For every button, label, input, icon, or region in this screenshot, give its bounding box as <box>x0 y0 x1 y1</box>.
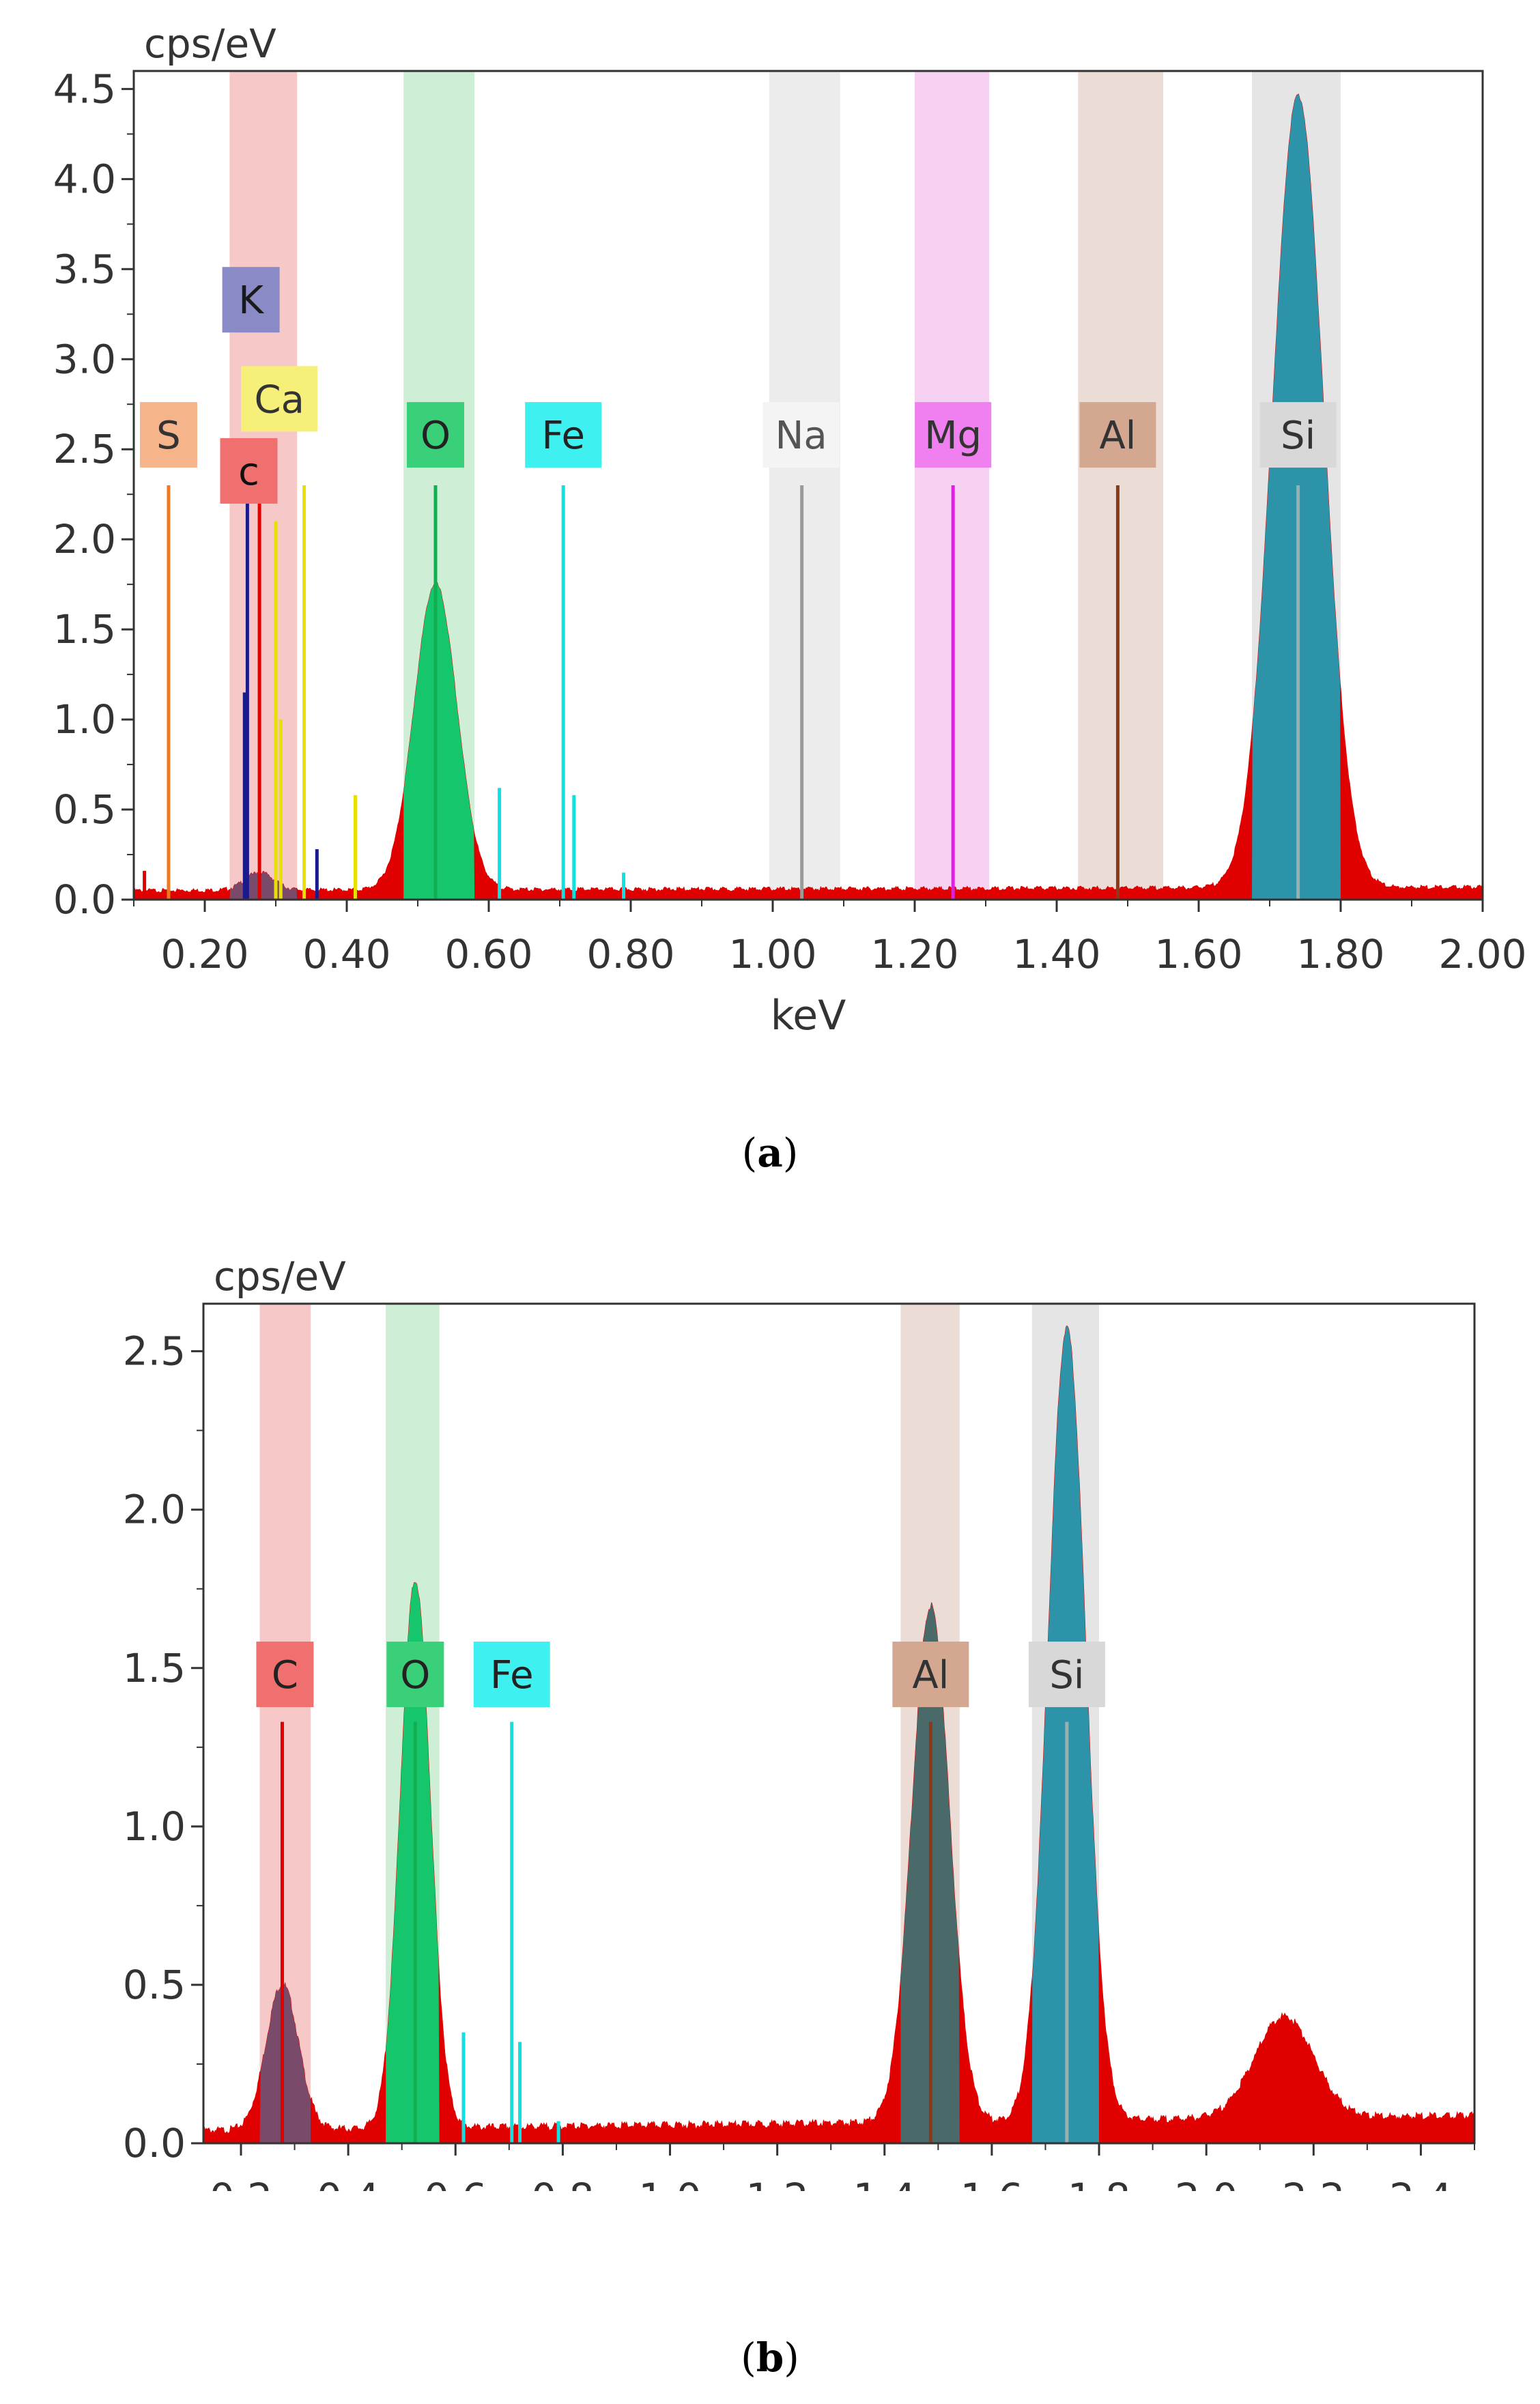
element-label-mg: Mg <box>915 402 992 468</box>
element-label-text: Fe <box>490 1653 534 1698</box>
element-label-na: Na <box>762 402 840 468</box>
element-label-text: Ca <box>254 377 304 422</box>
plot-frame <box>202 1302 1476 2145</box>
y-tick-label: 2.5 <box>123 1328 186 1375</box>
y-tick-label: 1.5 <box>123 1645 186 1691</box>
element-label-c: C <box>256 1642 314 1708</box>
x-tick-label: 0.6 <box>424 2175 487 2191</box>
caption-a: (a) <box>741 1130 799 1176</box>
y-tick-label: 4.5 <box>53 66 116 112</box>
x-tick-label: 0.8 <box>531 2175 594 2191</box>
x-tick-label: 1.2 <box>746 2175 809 2191</box>
x-tick-label: 1.0 <box>638 2175 701 2191</box>
element-label-text: C <box>272 1653 298 1698</box>
x-tick-label: 1.40 <box>1012 931 1100 977</box>
y-tick-label: 0.0 <box>53 876 116 923</box>
plot-frame <box>132 70 1484 901</box>
element-band-al <box>1078 71 1163 900</box>
element-label-text: S <box>156 414 181 458</box>
element-label-text: Si <box>1281 414 1315 458</box>
caption-letter-a: a <box>757 1130 783 1176</box>
peak-fill-o <box>386 1582 440 2143</box>
element-label-text: Al <box>912 1653 949 1698</box>
element-label-text: O <box>420 414 451 458</box>
y-tick-label: 2.0 <box>53 516 116 562</box>
y-tick-label: 4.0 <box>53 156 116 202</box>
y-axis-title: cps/eV <box>144 20 276 67</box>
y-tick-label: 3.5 <box>53 246 116 292</box>
element-label-ca: Ca <box>241 366 318 432</box>
y-tick-label: 1.0 <box>53 696 116 743</box>
x-tick-label: 2.2 <box>1282 2175 1345 2191</box>
y-tick-label: 3.0 <box>53 336 116 382</box>
peak-fill-c <box>259 1983 311 2143</box>
spectrum-svg-b: C O Fe Al Si 0.0 0.5 1.0 1.5 2.0 2.5 0.2 0.4 0.6 0.8 1.… <box>123 1253 1476 2191</box>
element-label-o: O <box>386 1642 444 1708</box>
element-label-k: K <box>222 267 280 333</box>
peak-fill-o <box>403 582 475 900</box>
x-tick-label: 0.60 <box>444 931 532 977</box>
x-axis-title: keV <box>771 992 846 1040</box>
element-label-c: c <box>220 438 278 504</box>
element-band-na <box>769 71 840 900</box>
y-tick-label: 2.0 <box>123 1487 186 1533</box>
element-label-si: Si <box>1259 402 1337 468</box>
x-tick-label: 1.80 <box>1296 931 1384 977</box>
element-label-fe: Fe <box>473 1642 550 1708</box>
element-label-text: c <box>238 450 259 494</box>
y-tick-label: 2.5 <box>53 426 116 472</box>
x-tick-label: 2.4 <box>1389 2175 1452 2191</box>
x-tick-label: 1.4 <box>853 2175 916 2191</box>
y-tick-label: 0.5 <box>123 1962 186 2008</box>
caption-letter-b: b <box>756 2334 784 2381</box>
element-label-text: Al <box>1100 414 1137 458</box>
element-label-s: S <box>139 402 197 468</box>
x-tick-label: 2.00 <box>1438 931 1526 977</box>
element-label-al: Al <box>1079 402 1156 468</box>
element-label-text: K <box>238 278 264 323</box>
x-tick-label: 1.6 <box>960 2175 1023 2191</box>
x-tick-label: 1.00 <box>728 931 816 977</box>
y-tick-label: 1.0 <box>123 1803 186 1850</box>
x-tick-label: 1.20 <box>870 931 958 977</box>
eds-spectrum-chart-a: S K Ca c O Fe Na Mg Al Si 0.0 0.5 1.0 1.5 2.0 2.5 3.0 3.5… <box>0 0 1540 1065</box>
element-label-text: Na <box>775 414 827 458</box>
element-label-fe: Fe <box>525 402 602 468</box>
x-tick-label: 2.0 <box>1175 2175 1238 2191</box>
x-tick-label: 0.2 <box>210 2175 272 2191</box>
element-label-si: Si <box>1028 1642 1105 1708</box>
x-tick-label: 1.60 <box>1154 931 1242 977</box>
eds-spectrum-chart-b: C O Fe Al Si 0.0 0.5 1.0 1.5 2.0 2.5 0.2 0.4 0.6 0.8 1.… <box>0 1222 1540 2191</box>
peak-fill-si <box>1252 94 1341 900</box>
element-label-text: Mg <box>924 414 982 458</box>
y-axis-title: cps/eV <box>214 1253 346 1300</box>
spectrum-area <box>203 1325 1475 2144</box>
y-tick-label: 1.5 <box>53 606 116 653</box>
element-label-al: Al <box>892 1642 969 1708</box>
x-tick-label: 1.8 <box>1068 2175 1130 2191</box>
spectrum-svg-a: S K Ca c O Fe Na Mg Al Si 0.0 0.5 1.0 1.5 2.0 2.5 3.0 3.5… <box>53 20 1527 1040</box>
x-tick-label: 0.20 <box>160 931 248 977</box>
x-tick-label: 0.4 <box>317 2175 380 2191</box>
element-label-text: O <box>400 1653 430 1698</box>
y-tick-label: 0.0 <box>123 2120 186 2166</box>
caption-b: (b) <box>741 2334 799 2381</box>
y-tick-label: 0.5 <box>53 786 116 833</box>
element-label-text: Fe <box>541 414 585 458</box>
x-tick-label: 0.40 <box>302 931 390 977</box>
x-tick-label: 0.80 <box>586 931 674 977</box>
element-label-text: Si <box>1049 1653 1084 1698</box>
element-label-o: O <box>407 402 464 468</box>
